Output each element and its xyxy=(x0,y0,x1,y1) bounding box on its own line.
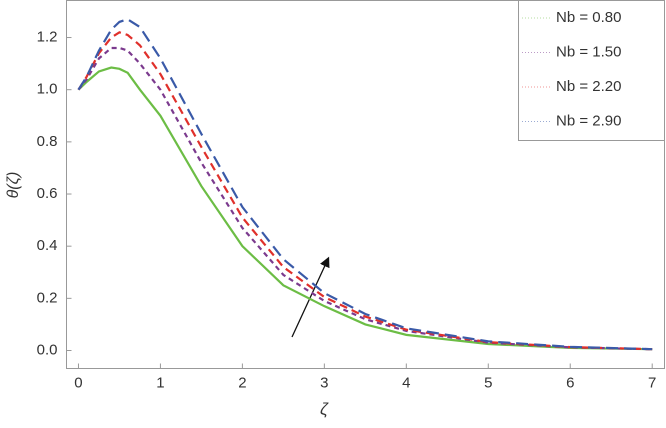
y-tick-label: 1.0 xyxy=(37,81,58,98)
legend-label: Nb = 0.80 xyxy=(556,9,621,26)
y-tick-label: 1.2 xyxy=(37,29,58,46)
x-axis-label: ζ xyxy=(320,399,329,418)
x-tick-label: 4 xyxy=(402,374,410,391)
x-tick-label: 2 xyxy=(238,374,246,391)
x-tick-label: 6 xyxy=(566,374,574,391)
x-tick-label: 5 xyxy=(484,374,492,391)
legend-box xyxy=(518,0,665,141)
x-tick-label: 0 xyxy=(74,374,82,391)
series-line xyxy=(77,31,653,351)
legend-label: Nb = 2.90 xyxy=(556,112,621,129)
y-axis-label: θ(ζ) xyxy=(5,172,22,199)
y-tick-label: 0.6 xyxy=(37,185,58,202)
x-tick-label: 7 xyxy=(648,374,656,391)
y-tick-label: 0.4 xyxy=(37,237,58,254)
legend-label: Nb = 1.50 xyxy=(556,43,621,60)
y-tick-label: 0.0 xyxy=(37,341,58,358)
x-tick-label: 1 xyxy=(156,374,164,391)
plot-frame xyxy=(66,0,665,369)
y-tick-label: 0.2 xyxy=(37,289,58,306)
x-tick-label: 3 xyxy=(320,374,328,391)
y-tick-label: 0.8 xyxy=(37,133,58,150)
legend-label: Nb = 2.20 xyxy=(556,78,621,95)
series-line xyxy=(77,66,653,351)
series-line xyxy=(77,18,653,351)
series-line xyxy=(77,46,653,351)
